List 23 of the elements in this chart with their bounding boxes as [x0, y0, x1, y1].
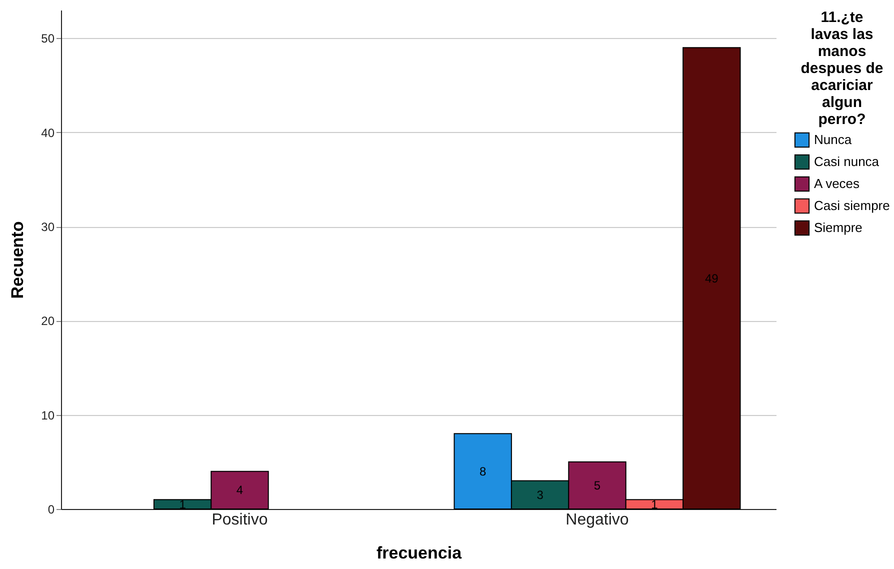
data-label: 1 [651, 497, 658, 512]
data-label: 3 [536, 488, 544, 502]
y-axis-title: Recuento [8, 221, 28, 299]
y-tick-label: 10 [41, 408, 55, 422]
data-label: 1 [179, 497, 186, 512]
y-tick-label: 20 [41, 314, 55, 328]
legend-label: A veces [814, 176, 860, 191]
y-tick-label: 40 [41, 126, 55, 140]
legend-label: Casi nunca [814, 154, 880, 169]
y-tick-label: 0 [48, 502, 55, 516]
x-tick-label: Positivo [212, 512, 268, 528]
legend-title: 11.¿te lavas las manos despues de acariciar algun perro? [800, 9, 884, 128]
legend-label: Nunca [814, 132, 852, 147]
y-tick-label: 50 [41, 32, 55, 46]
data-label: 4 [236, 483, 244, 498]
data-label: 49 [704, 271, 719, 286]
legend-label: Siempre [814, 220, 862, 235]
data-label: 8 [480, 464, 487, 478]
x-tick-label: Negativo [566, 512, 629, 528]
y-tick-label: 30 [41, 220, 55, 234]
legend-label: Casi siempre [814, 198, 890, 213]
data-label: 5 [594, 478, 601, 492]
x-axis-title: frecuencia [376, 544, 462, 562]
